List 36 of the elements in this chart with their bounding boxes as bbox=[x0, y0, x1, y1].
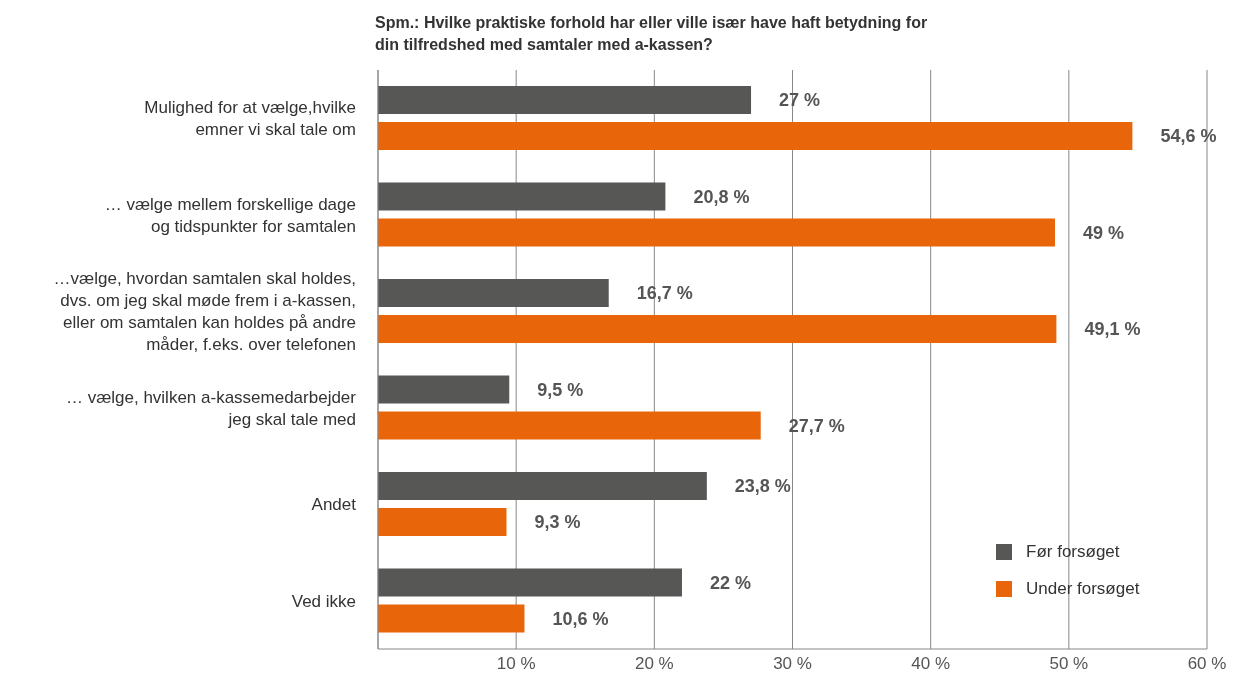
bar bbox=[378, 218, 1056, 247]
data-label: 23,8 % bbox=[734, 476, 791, 496]
data-label: 49,1 % bbox=[1084, 319, 1141, 339]
data-label: 22 % bbox=[709, 572, 751, 593]
x-tick-label: 40 % bbox=[911, 654, 951, 674]
bar bbox=[378, 604, 525, 633]
data-label: 54,6 % bbox=[1160, 126, 1217, 146]
y-tick-label: Mulighed for at vælge,hvilke emner vi skal tale om bbox=[144, 97, 356, 139]
chart-title: Spm.: Hvilke praktiske forhold har eller ville især have haft betydning for din tilfredshed med samtaler med a-kassen? bbox=[375, 13, 929, 55]
data-label: 10,6 % bbox=[552, 608, 609, 629]
y-tick-label: … vælge mellem forskellige dage og tidspunkter for samtalen bbox=[104, 194, 356, 236]
bar bbox=[378, 182, 666, 211]
y-tick-label: … vælge, hvilken a-kassemedarbejder jeg skal tale med bbox=[65, 387, 357, 429]
bar bbox=[378, 315, 1057, 343]
x-tick-label: 60 % bbox=[1187, 654, 1227, 674]
x-tick-label: 30 % bbox=[773, 654, 812, 674]
bar bbox=[378, 472, 707, 500]
y-tick-label: Ved ikke bbox=[291, 591, 356, 611]
bar bbox=[378, 508, 507, 536]
bar bbox=[378, 568, 682, 597]
x-tick-label: 20 % bbox=[634, 654, 674, 674]
bar bbox=[378, 411, 761, 440]
bar bbox=[378, 375, 510, 404]
data-label: 49 % bbox=[1083, 222, 1125, 243]
data-label: 9,5 % bbox=[537, 379, 584, 400]
x-tick-label: 10 % bbox=[496, 654, 536, 674]
legend-label: Før forsøget bbox=[1026, 541, 1120, 562]
bar bbox=[378, 86, 752, 114]
bar bbox=[378, 279, 609, 307]
y-tick-label: …vælge, hvordan samtalen skal holdes, dvs. om jeg skal møde frem i a-kassen, eller om samtalen kan holdes på andre måder, f.eks. over telefonen bbox=[53, 268, 356, 354]
data-label: 9,3 % bbox=[534, 512, 581, 532]
bar bbox=[378, 122, 1133, 150]
y-tick-label: Andet bbox=[311, 494, 357, 514]
x-tick-label: 50 % bbox=[1049, 654, 1089, 674]
data-label: 20,8 % bbox=[693, 186, 750, 207]
legend-label: Under forsøget bbox=[1026, 578, 1140, 599]
